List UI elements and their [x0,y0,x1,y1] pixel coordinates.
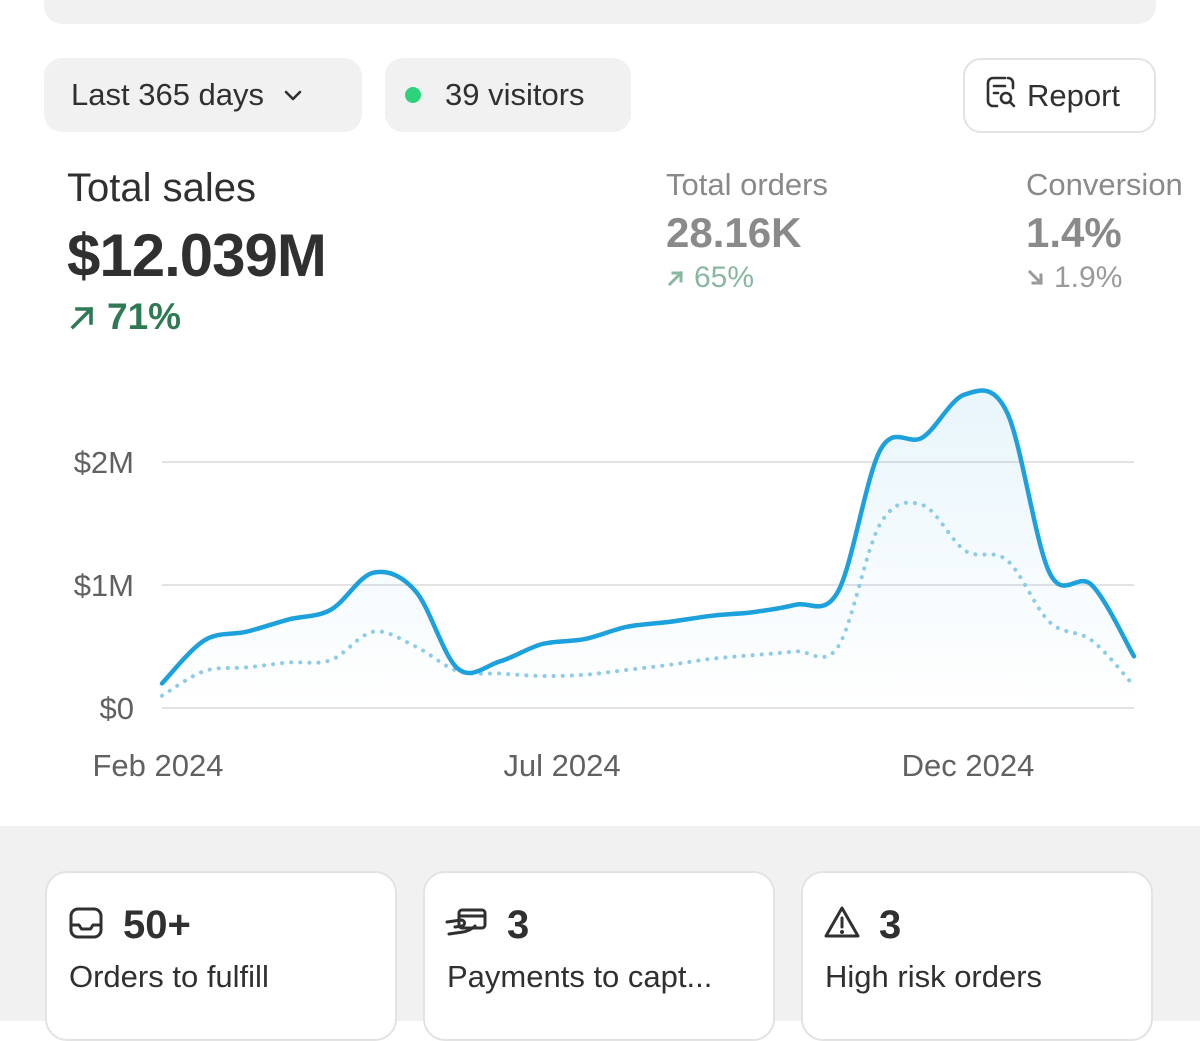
orders-to-fulfill-label: Orders to fulfill [69,959,269,994]
payment-hand-icon [445,904,489,947]
total-orders-delta: 65% [666,261,828,295]
high-risk-orders-card[interactable]: 3 High risk orders [801,871,1153,1041]
conversion-delta-value: 1.9% [1054,261,1123,294]
conversion-metric[interactable]: Conversion 1.4% 1.9% [1026,167,1183,295]
report-button[interactable]: Report [963,58,1156,133]
total-sales-delta: 71% [67,296,326,338]
total-orders-delta-value: 65% [694,261,755,294]
top-card-edge [44,0,1156,24]
x-tick-label: Feb 2024 [93,748,224,783]
date-range-selector[interactable]: Last 365 days [44,58,362,132]
previous-series-line [160,500,1136,698]
payments-to-capture-label: Payments to capt... [447,959,713,994]
total-orders-value: 28.16K [666,209,802,256]
payments-to-capture-count: 3 [507,903,530,947]
x-tick-label: Jul 2024 [503,748,620,783]
conversion-delta: 1.9% [1026,261,1183,295]
current-series-area [162,390,1134,708]
arrow-up-right-icon [667,270,684,287]
total-orders-label: Total orders [666,167,828,202]
payments-to-capture-card[interactable]: 3 Payments to capt... [423,871,775,1041]
total-sales-value: $12.039M [67,222,327,289]
y-tick-label: $1M [74,568,134,603]
orders-to-fulfill-count: 50+ [123,903,191,947]
chart-x-axis: Feb 2024 Jul 2024 Dec 2024 [93,748,1035,783]
warning-icon [823,904,861,947]
current-series-line [159,388,1137,686]
high-risk-orders-label: High risk orders [825,959,1043,994]
report-icon [983,74,1027,118]
arrow-down-right-icon [1027,269,1044,286]
chart-y-axis: $0 $1M $2M [74,445,134,726]
conversion-value: 1.4% [1026,209,1122,256]
date-range-label: Last 365 days [71,77,265,112]
chevron-down-icon [280,82,306,108]
live-dot-icon [405,87,421,103]
y-tick-label: $0 [100,691,134,726]
live-visitors-button[interactable]: 39 visitors [385,58,631,132]
report-label: Report [1027,77,1121,113]
x-tick-label: Dec 2024 [902,748,1035,783]
arrow-up-right-icon [70,306,94,330]
total-sales-label: Total sales [67,166,256,210]
total-sales-metric[interactable]: Total sales $12.039M 71% [67,166,327,338]
sales-chart[interactable]: $0 $1M $2M Feb 2024 Jul 2024 Dec 2024 [0,370,1200,800]
inbox-icon [67,904,105,947]
high-risk-orders-count: 3 [879,903,902,947]
total-orders-metric[interactable]: Total orders 28.16K 65% [666,167,828,295]
y-tick-label: $2M [74,445,134,480]
total-sales-delta-value: 71% [107,296,182,337]
visitors-label: 39 visitors [445,77,585,112]
action-cards-section: 50+ Orders to fulfill 3 Payments to capt… [0,826,1200,1041]
conversion-label: Conversion [1026,167,1183,202]
orders-to-fulfill-card[interactable]: 50+ Orders to fulfill [45,871,397,1041]
